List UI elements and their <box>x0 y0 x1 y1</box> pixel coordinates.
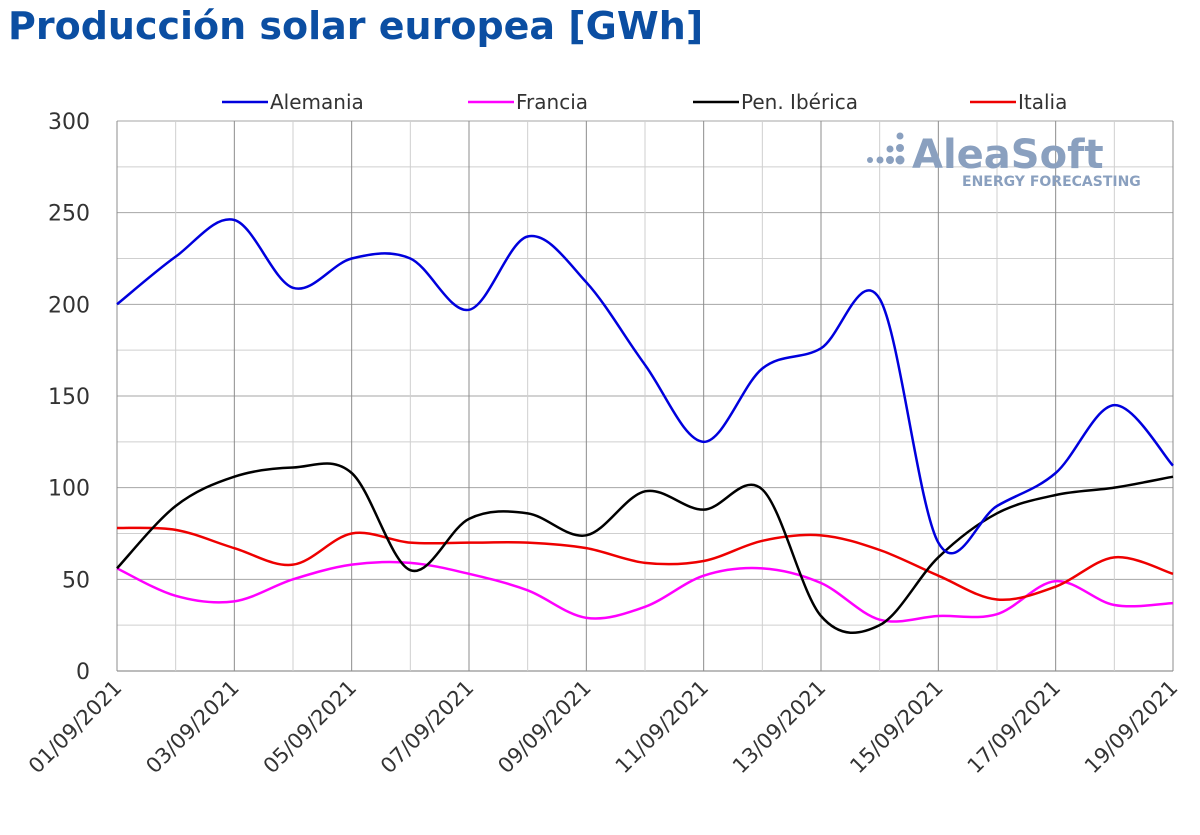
logo-dot <box>886 156 894 164</box>
logo-dot <box>867 157 873 163</box>
y-axis-ticks: 0 50 100 150 200 250 300 <box>48 110 90 685</box>
legend-label: Pen. Ibérica <box>741 90 858 114</box>
x-tick-label: 09/09/2021 <box>493 676 596 779</box>
legend-label: Francia <box>516 90 588 114</box>
watermark-brand: AleaSoft <box>912 132 1104 178</box>
x-tick-label: 17/09/2021 <box>963 676 1066 779</box>
logo-dot <box>895 155 905 165</box>
logo-dot <box>876 156 884 164</box>
legend: Alemania Francia Pen. Ibérica Italia <box>222 90 1067 114</box>
x-tick-label: 07/09/2021 <box>376 676 479 779</box>
y-tick-label: 250 <box>48 202 90 227</box>
x-tick-label: 01/09/2021 <box>24 676 127 779</box>
x-tick-label: 05/09/2021 <box>259 676 362 779</box>
series-line-francia <box>116 560 1174 623</box>
x-tick-label: 15/09/2021 <box>845 676 948 779</box>
legend-label: Alemania <box>270 90 364 114</box>
x-tick-label: 11/09/2021 <box>611 676 714 779</box>
aleasoft-logo-icon <box>867 132 905 165</box>
aleasoft-watermark: AleaSoft ENERGY FORECASTING <box>867 132 1141 190</box>
x-tick-label: 13/09/2021 <box>728 676 831 779</box>
y-tick-label: 150 <box>48 385 90 410</box>
x-tick-label: 03/09/2021 <box>141 676 244 779</box>
series-lines <box>116 218 1174 635</box>
y-tick-label: 0 <box>76 660 90 685</box>
series-line-pen-ib-rica <box>116 462 1174 635</box>
logo-dot <box>896 144 904 152</box>
series-line-italia <box>116 526 1174 602</box>
watermark-tagline: ENERGY FORECASTING <box>962 174 1141 190</box>
y-tick-label: 100 <box>48 477 90 502</box>
legend-label: Italia <box>1018 90 1067 114</box>
x-axis-ticks: 01/09/2021 03/09/2021 05/09/2021 07/09/2021… <box>24 676 1183 779</box>
y-tick-label: 200 <box>48 293 90 318</box>
chart-title: Producción solar europea [GWh] <box>8 4 704 48</box>
x-tick-label: 19/09/2021 <box>1080 676 1183 779</box>
series-line-alemania <box>116 218 1174 555</box>
logo-dot <box>896 132 904 140</box>
grid-lines <box>116 120 1174 672</box>
y-tick-label: 50 <box>62 568 90 593</box>
logo-dot <box>886 145 894 153</box>
y-tick-label: 300 <box>48 110 90 135</box>
